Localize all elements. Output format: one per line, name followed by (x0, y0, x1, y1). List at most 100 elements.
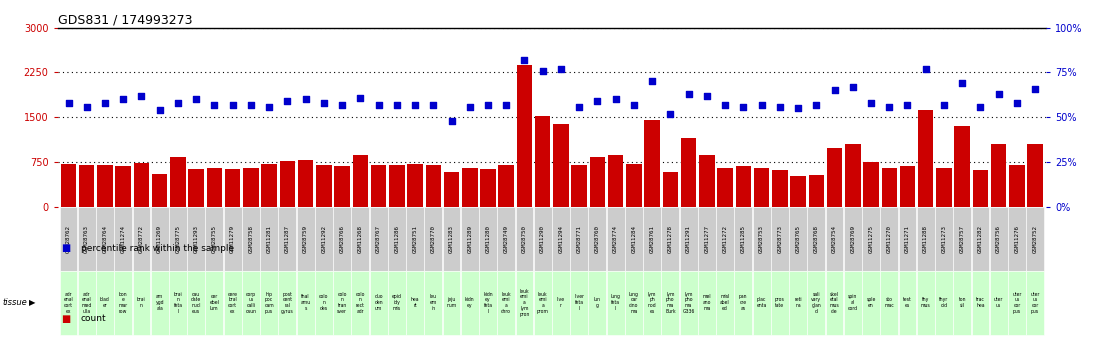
Text: ton
sil: ton sil (959, 297, 966, 308)
Text: cer
ebel
lum: cer ebel lum (209, 294, 219, 311)
Bar (207, 168, 223, 207)
Bar (371, 165, 386, 207)
Point (990, 91, 1007, 97)
Text: GSM28758: GSM28758 (248, 225, 254, 253)
Text: colo
n
tran
sver: colo n tran sver (338, 292, 346, 314)
Point (169, 100, 187, 106)
Bar (462, 168, 477, 207)
Text: sali
vary
glan
d: sali vary glan d (811, 292, 821, 314)
Text: GSM11276: GSM11276 (1014, 225, 1020, 253)
Bar (700, 155, 715, 207)
Text: lym
ph
nod
es: lym ph nod es (648, 292, 656, 314)
Text: jeju
num: jeju num (446, 297, 457, 308)
Text: reti
na: reti na (794, 297, 801, 308)
Text: ■: ■ (61, 244, 70, 254)
Bar (554, 125, 569, 207)
Point (899, 102, 917, 108)
Point (352, 95, 370, 100)
Text: bon
e
mar
row: bon e mar row (118, 292, 127, 314)
Text: hea
rt: hea rt (411, 297, 420, 308)
Text: ▶: ▶ (29, 298, 35, 307)
Text: hip
poc
cam
pus: hip poc cam pus (265, 292, 275, 314)
Text: misl
abel
ed: misl abel ed (721, 294, 730, 311)
Bar (317, 165, 332, 207)
Text: GSM28766: GSM28766 (340, 225, 344, 253)
Text: GSM11268: GSM11268 (358, 225, 363, 253)
Bar (535, 116, 550, 207)
Bar (1027, 144, 1043, 207)
Point (96, 100, 114, 106)
Text: GSM11294: GSM11294 (558, 225, 563, 253)
Text: GSM11272: GSM11272 (723, 225, 727, 253)
Text: GDS831 / 174993273: GDS831 / 174993273 (58, 13, 192, 27)
Point (972, 104, 990, 109)
Text: pros
tate: pros tate (775, 297, 785, 308)
Text: GSM11273: GSM11273 (941, 225, 946, 253)
Text: GSM11287: GSM11287 (284, 225, 290, 253)
Text: GSM11269: GSM11269 (157, 225, 163, 253)
Bar (1010, 165, 1025, 207)
Bar (571, 165, 587, 207)
Text: GSM11291: GSM11291 (686, 225, 691, 253)
Point (716, 102, 734, 108)
Bar (480, 169, 496, 207)
Point (206, 102, 224, 108)
Text: count: count (81, 314, 106, 323)
Text: sto
mac: sto mac (884, 297, 894, 308)
Bar (280, 161, 296, 207)
Bar (735, 166, 752, 207)
Bar (991, 144, 1006, 207)
Text: GSM28751: GSM28751 (413, 225, 417, 253)
Text: GSM11282: GSM11282 (977, 225, 983, 253)
Text: GSM28773: GSM28773 (777, 225, 783, 253)
Bar (717, 168, 733, 207)
Bar (407, 164, 423, 207)
Text: leuk
emi
a
chro: leuk emi a chro (501, 292, 511, 314)
Point (826, 88, 844, 93)
Bar (425, 165, 441, 207)
Text: GSM11281: GSM11281 (267, 225, 271, 253)
Point (1026, 86, 1044, 91)
Text: lung
car
cino
ma: lung car cino ma (629, 292, 639, 314)
Text: GSM11270: GSM11270 (887, 225, 892, 253)
Text: GSM28761: GSM28761 (650, 225, 654, 253)
Bar (134, 163, 149, 207)
Text: GSM28750: GSM28750 (523, 225, 527, 253)
Text: GSM28757: GSM28757 (960, 225, 964, 253)
Bar (918, 110, 933, 207)
Text: GSM28771: GSM28771 (577, 225, 581, 253)
Bar (937, 168, 952, 207)
Text: leuk
emi
a
prom: leuk emi a prom (537, 292, 549, 314)
Text: lym
pho
ma
G336: lym pho ma G336 (682, 292, 695, 314)
Point (607, 97, 624, 102)
Text: adr
enal
med
ulla: adr enal med ulla (82, 292, 92, 314)
Point (643, 79, 661, 84)
Bar (590, 157, 606, 207)
Text: colo
n
rect
adr: colo n rect adr (355, 292, 365, 314)
Bar (827, 148, 842, 207)
Text: GSM11278: GSM11278 (668, 225, 673, 253)
Point (589, 98, 607, 104)
Text: GSM28755: GSM28755 (211, 225, 217, 253)
Text: GSM28752: GSM28752 (1033, 225, 1037, 253)
Text: GSM11284: GSM11284 (631, 225, 637, 253)
Point (151, 107, 168, 113)
Bar (261, 164, 277, 207)
Bar (334, 166, 350, 207)
Text: GSM28753: GSM28753 (759, 225, 764, 253)
Bar (808, 175, 824, 207)
Point (753, 102, 770, 108)
Bar (845, 144, 860, 207)
Point (570, 104, 588, 109)
Text: blad
er: blad er (100, 297, 110, 308)
Point (770, 104, 788, 109)
Text: GSM28774: GSM28774 (613, 225, 618, 253)
Text: mel
ano
ma: mel ano ma (703, 294, 711, 311)
Point (953, 80, 971, 86)
Text: thyr
oid: thyr oid (940, 297, 949, 308)
Point (516, 57, 534, 63)
Text: plac
enta: plac enta (756, 297, 767, 308)
Point (880, 104, 898, 109)
Text: leu
em
in: leu em in (430, 294, 437, 311)
Text: liver
feta
l: liver feta l (575, 294, 584, 311)
